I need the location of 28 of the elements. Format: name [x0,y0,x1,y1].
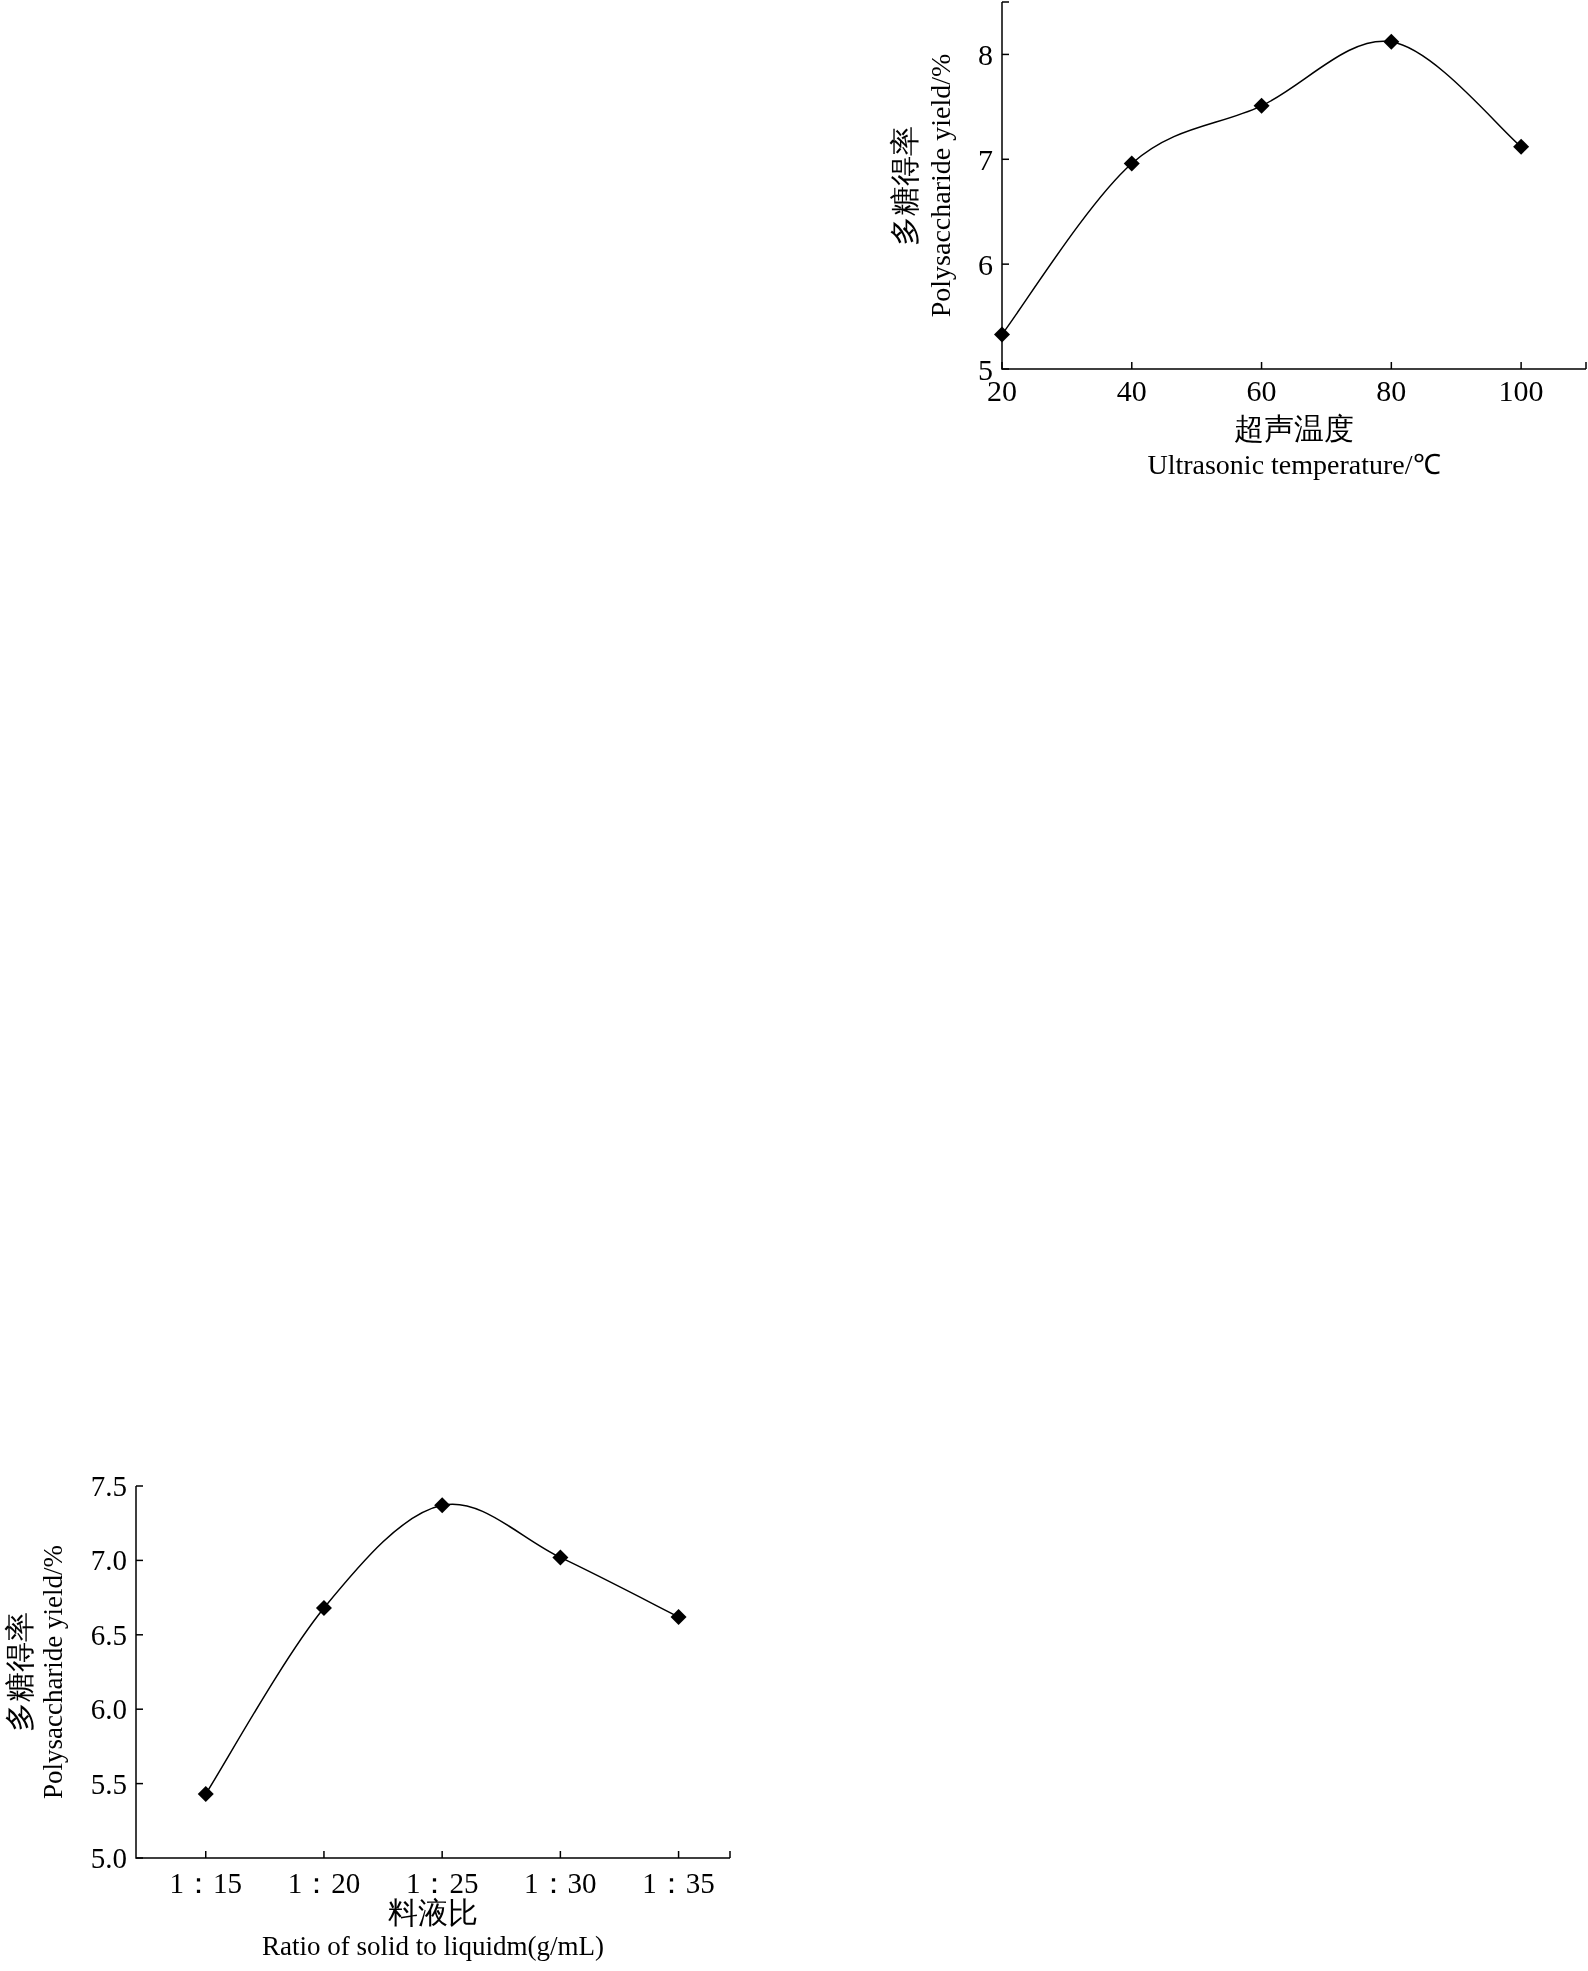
x-tick-label: 1：35 [642,1867,715,1899]
y-axis-title: 多糖得率 Polysaccharide yield/% [887,53,956,318]
x-tick-label: 100 [1498,373,1544,407]
y-tick-label: 5.5 [90,1767,127,1800]
point [1123,155,1140,172]
y-tick-label: 5.0 [90,1842,127,1874]
y-tick-label: 7.0 [90,1544,127,1577]
point [197,1786,214,1803]
point [670,1608,687,1625]
point [552,1549,569,1566]
point [1253,97,1270,114]
y-axis-title: 多糖得率 Polysaccharide yield/% [2,1544,68,1800]
y-tick-label: 6.5 [90,1618,127,1651]
point [434,1497,451,1514]
x-axis-title: 超声温度 Ultrasonic temperature/℃ [1147,411,1441,480]
y-tick-label: 6.0 [90,1693,127,1726]
x-tick-label: 60 [1246,373,1277,407]
x-tick-label: 40 [1116,373,1147,407]
y-tick-label: 7.5 [90,1470,127,1502]
x-tick-label: 1：15 [169,1867,242,1899]
point [994,326,1010,343]
y-tick-label: 7 [978,142,993,176]
x-tick-label: 80 [1376,373,1407,407]
point [315,1600,332,1617]
point [1513,138,1530,155]
point [1383,33,1400,50]
y-tick-label: 8 [978,37,993,71]
y-tick-label: 6 [978,247,993,281]
